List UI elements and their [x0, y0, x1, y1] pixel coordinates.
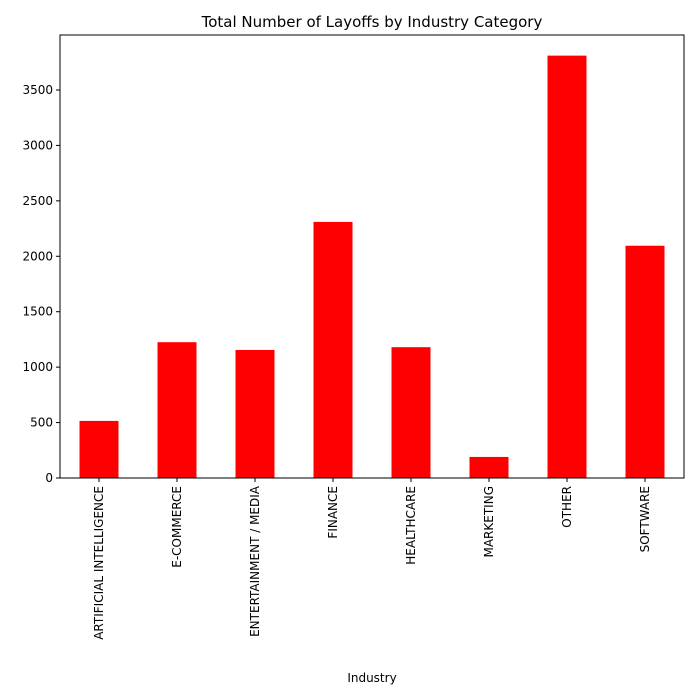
y-tick-label: 0 — [45, 471, 53, 485]
y-tick-label: 2000 — [22, 249, 53, 263]
y-tick-label: 2500 — [22, 194, 53, 208]
x-tick-label: ARTIFICIAL INTELLIGENCE — [92, 486, 106, 640]
y-tick-label: 1000 — [22, 360, 53, 374]
bar-software — [625, 245, 665, 478]
y-tick-label: 3000 — [22, 138, 53, 152]
x-tick-label: ENTERTAINMENT / MEDIA — [248, 485, 262, 637]
x-tick-label: FINANCE — [326, 486, 340, 539]
bar-entertainment-media — [235, 349, 275, 478]
x-tick-label: MARKETING — [482, 486, 496, 558]
x-axis-ticks: ARTIFICIAL INTELLIGENCE E-COMMERCE ENTERTA… — [92, 478, 652, 640]
x-axis-label: Industry — [347, 671, 396, 685]
x-tick-label: OTHER — [560, 486, 574, 528]
y-tick-label: 1500 — [22, 305, 53, 319]
bar-marketing — [469, 456, 509, 478]
bar-artificial-intelligence — [79, 420, 119, 478]
bar-e-commerce — [157, 342, 197, 478]
bar-other — [547, 55, 587, 479]
x-tick-label: HEALTHCARE — [404, 486, 418, 565]
bar-finance — [313, 221, 353, 478]
x-tick-label: E-COMMERCE — [170, 486, 184, 568]
plot-frame — [59, 34, 685, 479]
y-axis-ticks: 0 500 1000 1500 2000 2500 3000 3500 — [22, 83, 60, 485]
y-tick-label: 3500 — [22, 83, 53, 97]
y-tick-label: 500 — [30, 416, 53, 430]
bar-healthcare — [391, 347, 431, 478]
bars-group — [79, 55, 665, 479]
chart-title: Total Number of Layoffs by Industry Cate… — [201, 13, 543, 31]
x-tick-label: SOFTWARE — [638, 486, 652, 552]
